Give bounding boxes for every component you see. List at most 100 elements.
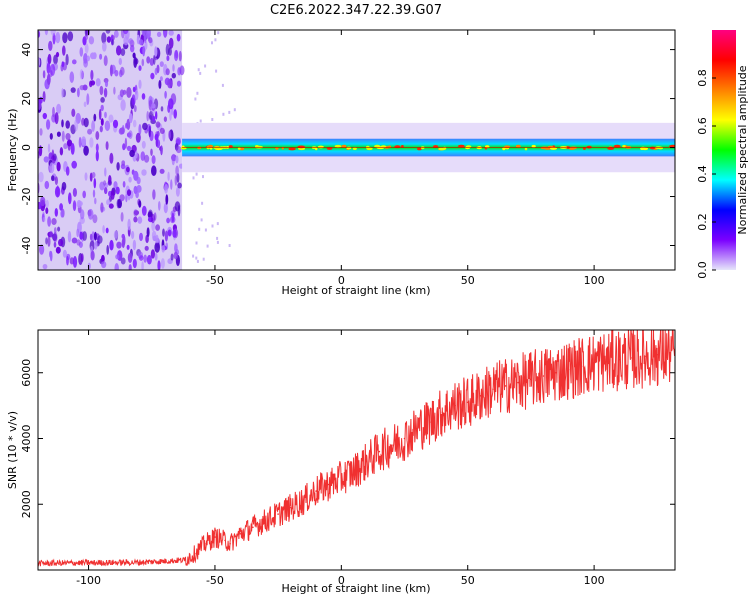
x-tick-label: 100: [584, 574, 605, 587]
noise-blob: [66, 255, 69, 266]
noise-blob: [122, 181, 126, 188]
noise-blob: [106, 199, 111, 206]
noise-blob: [161, 245, 165, 253]
snr-data-point: [378, 450, 381, 453]
noise-blob: [141, 169, 147, 176]
noise-blob: [99, 125, 103, 133]
noise-blob: [95, 150, 99, 162]
noise-blob: [61, 130, 65, 142]
noise-blob: [49, 230, 53, 238]
noise-blob: [150, 148, 153, 156]
noise-blob: [55, 51, 60, 58]
noise-blob: [71, 237, 78, 244]
noise-blob: [165, 68, 170, 76]
noise-blob: [76, 239, 81, 246]
y-tick-label: -40: [20, 237, 33, 255]
noise-blob: [119, 89, 124, 98]
noise-blob: [112, 119, 119, 129]
x-tick-label: -100: [76, 274, 101, 287]
noise-blob: [47, 216, 51, 227]
noise-speck: [211, 41, 213, 45]
snr-data-point: [504, 385, 507, 387]
noise-blob: [48, 152, 52, 161]
noise-blob: [135, 191, 139, 199]
noise-blob: [132, 119, 137, 128]
snr-data-point: [643, 355, 646, 358]
noise-blob: [87, 128, 93, 135]
noise-blob: [39, 128, 43, 136]
noise-blob: [80, 209, 85, 220]
noise-blob: [162, 228, 165, 237]
snr-data-point: [568, 368, 570, 371]
snr-data-point: [593, 362, 595, 364]
noise-blob: [164, 90, 167, 99]
noise-blob: [176, 146, 182, 154]
x-tick-label: 50: [461, 274, 475, 287]
noise-blob: [133, 170, 139, 181]
noise-blob: [124, 137, 128, 149]
noise-blob: [123, 235, 126, 246]
noise-blob: [160, 106, 164, 112]
noise-blob: [100, 97, 105, 103]
noise-blob: [38, 96, 43, 104]
noise-blob: [44, 30, 48, 36]
band-spot: [613, 144, 621, 148]
noise-speck: [206, 244, 209, 248]
noise-blob: [141, 30, 146, 36]
snr-data-point: [555, 371, 557, 374]
noise-blob: [168, 37, 174, 49]
noise-blob: [120, 212, 124, 222]
noise-blob: [82, 190, 86, 199]
noise-blob: [170, 253, 174, 261]
noise-blob: [110, 189, 115, 200]
snr-data-point: [454, 404, 456, 407]
snr-data-point: [290, 506, 292, 509]
noise-speck: [195, 256, 198, 260]
snr-data-point: [353, 470, 355, 473]
noise-blob: [42, 70, 46, 79]
noise-blob: [178, 50, 182, 62]
noise-blob: [156, 64, 160, 74]
noise-blob: [168, 30, 174, 36]
snr-data-point: [492, 388, 494, 391]
noise-speck: [202, 257, 205, 261]
noise-blob: [128, 113, 133, 124]
noise-blob: [174, 50, 179, 62]
noise-blob: [56, 161, 61, 172]
y-tick-label: 0: [20, 144, 33, 151]
noise-blob: [177, 67, 182, 76]
noise-blob: [143, 254, 147, 263]
noise-blob: [120, 48, 126, 56]
noise-blob: [61, 119, 64, 128]
noise-blob: [93, 178, 97, 189]
noise-blob: [168, 47, 172, 56]
noise-blob: [84, 172, 88, 181]
noise-blob: [156, 31, 162, 37]
noise-blob: [45, 207, 49, 214]
noise-speck: [216, 222, 219, 226]
noise-blob: [163, 30, 168, 38]
x-tick-label: 0: [338, 574, 345, 587]
band-spot: [417, 147, 422, 151]
noise-blob: [70, 143, 75, 155]
noise-blob: [115, 186, 120, 195]
band-spot: [515, 144, 521, 148]
snr-data-point: [252, 526, 254, 529]
noise-blob: [154, 242, 160, 253]
x-tick-label: -50: [206, 574, 224, 587]
noise-blob: [109, 152, 114, 164]
noise-blob: [101, 32, 107, 44]
noise-blob: [120, 99, 126, 111]
noise-blob: [40, 196, 46, 207]
noise-blob: [175, 165, 179, 176]
noise-blob: [141, 261, 144, 270]
noise-blob: [133, 56, 138, 68]
noise-blob: [67, 231, 72, 243]
noise-blob: [61, 181, 67, 191]
noise-speck: [198, 227, 201, 231]
noise-blob: [116, 241, 122, 249]
noise-blob: [176, 80, 182, 87]
noise-blob: [152, 189, 156, 200]
noise-blob: [65, 120, 70, 129]
